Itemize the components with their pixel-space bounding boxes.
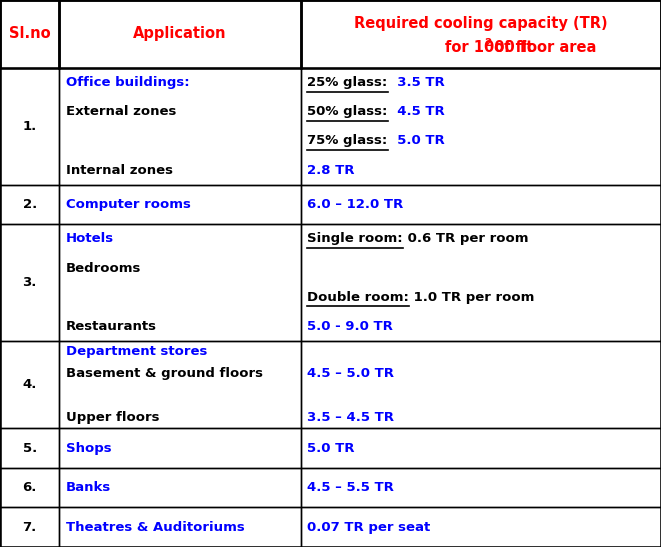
Text: 5.0 TR: 5.0 TR bbox=[307, 441, 355, 455]
Text: Department stores: Department stores bbox=[66, 346, 208, 358]
Bar bbox=[59, 68, 301, 185]
Bar bbox=[59, 224, 301, 341]
Bar bbox=[59, 185, 301, 224]
Bar bbox=[59, 341, 301, 428]
Bar bbox=[0, 0, 59, 68]
Text: 50% glass:: 50% glass: bbox=[307, 105, 388, 118]
Text: of floor area: of floor area bbox=[489, 40, 596, 55]
Text: 5.0 TR: 5.0 TR bbox=[387, 135, 444, 147]
Text: 2: 2 bbox=[484, 38, 491, 49]
Bar bbox=[301, 341, 661, 428]
Text: 0.07 TR per seat: 0.07 TR per seat bbox=[307, 521, 430, 534]
Bar bbox=[301, 428, 661, 468]
Bar bbox=[59, 428, 301, 468]
Bar bbox=[59, 0, 301, 68]
Text: Hotels: Hotels bbox=[66, 232, 114, 246]
Text: Double room:: Double room: bbox=[307, 291, 409, 304]
Text: 25% glass:: 25% glass: bbox=[307, 76, 387, 89]
Bar bbox=[0, 224, 59, 341]
Bar bbox=[0, 185, 59, 224]
Text: for 1000 ft: for 1000 ft bbox=[444, 40, 533, 55]
Text: 4.5 – 5.0 TR: 4.5 – 5.0 TR bbox=[307, 368, 395, 380]
Text: Restaurants: Restaurants bbox=[66, 320, 157, 333]
Text: 0.6 TR per room: 0.6 TR per room bbox=[403, 232, 529, 246]
Bar bbox=[0, 68, 59, 185]
Text: Theatres & Auditoriums: Theatres & Auditoriums bbox=[66, 521, 245, 534]
Bar bbox=[0, 428, 59, 468]
Text: 3.5 TR: 3.5 TR bbox=[387, 76, 444, 89]
Text: Bedrooms: Bedrooms bbox=[66, 261, 141, 275]
Bar bbox=[0, 468, 59, 508]
Text: Sl.no: Sl.no bbox=[9, 26, 50, 42]
Bar bbox=[59, 468, 301, 508]
Bar bbox=[301, 0, 661, 68]
Text: 4.: 4. bbox=[22, 378, 37, 391]
Text: Banks: Banks bbox=[66, 481, 111, 494]
Text: Single room:: Single room: bbox=[307, 232, 403, 246]
Text: Application: Application bbox=[134, 26, 227, 42]
Text: 5.: 5. bbox=[22, 441, 37, 455]
Bar bbox=[0, 508, 59, 547]
Bar bbox=[301, 185, 661, 224]
Text: 1.: 1. bbox=[22, 120, 37, 133]
Bar bbox=[301, 468, 661, 508]
Text: 2.: 2. bbox=[22, 198, 37, 211]
Text: 2.8 TR: 2.8 TR bbox=[307, 164, 355, 177]
Text: Internal zones: Internal zones bbox=[66, 164, 173, 177]
Text: 3.5 – 4.5 TR: 3.5 – 4.5 TR bbox=[307, 411, 395, 424]
Bar bbox=[301, 508, 661, 547]
Text: Shops: Shops bbox=[66, 441, 112, 455]
Text: 6.: 6. bbox=[22, 481, 37, 494]
Bar bbox=[0, 341, 59, 428]
Text: 1.0 TR per room: 1.0 TR per room bbox=[409, 291, 535, 304]
Text: Computer rooms: Computer rooms bbox=[66, 198, 191, 211]
Text: 5.0 - 9.0 TR: 5.0 - 9.0 TR bbox=[307, 320, 393, 333]
Text: Upper floors: Upper floors bbox=[66, 411, 159, 424]
Text: External zones: External zones bbox=[66, 105, 176, 118]
Text: 75% glass:: 75% glass: bbox=[307, 135, 387, 147]
Text: 4.5 – 5.5 TR: 4.5 – 5.5 TR bbox=[307, 481, 394, 494]
Bar bbox=[301, 68, 661, 185]
Bar bbox=[59, 508, 301, 547]
Bar bbox=[301, 224, 661, 341]
Text: 3.: 3. bbox=[22, 276, 37, 289]
Text: 4.5 TR: 4.5 TR bbox=[388, 105, 444, 118]
Text: Office buildings:: Office buildings: bbox=[66, 76, 190, 89]
Text: 7.: 7. bbox=[22, 521, 37, 534]
Text: Required cooling capacity (TR): Required cooling capacity (TR) bbox=[354, 15, 607, 31]
Text: Basement & ground floors: Basement & ground floors bbox=[66, 368, 263, 380]
Text: 6.0 – 12.0 TR: 6.0 – 12.0 TR bbox=[307, 198, 404, 211]
